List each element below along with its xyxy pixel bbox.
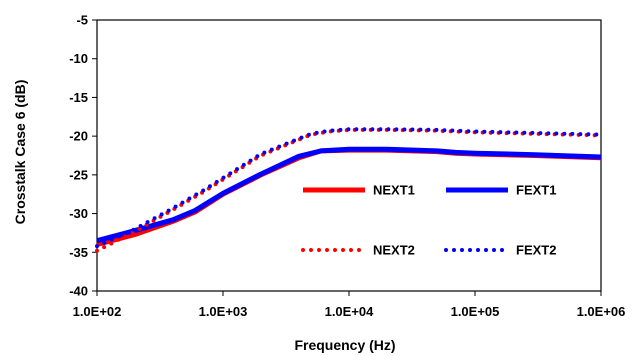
- series-line-fext2: [95, 127, 603, 249]
- legend-label-fext1: FEXT1: [516, 183, 556, 198]
- y-tick-label: -10: [69, 51, 88, 66]
- y-tick-label: -25: [69, 167, 88, 182]
- series-layer: [95, 127, 603, 253]
- y-tick-label: -30: [69, 206, 88, 221]
- legend-label-next1: NEXT1: [373, 183, 415, 198]
- y-tick-label: -5: [76, 13, 88, 28]
- legend-label-next2: NEXT2: [373, 243, 415, 258]
- y-tick-label: -15: [69, 90, 88, 105]
- legend-label-fext2: FEXT2: [516, 243, 556, 258]
- legend: NEXT1 FEXT1 NEXT2 FEXT2: [301, 183, 556, 258]
- y-axis-title: Crosstalk Case 6 (dB): [12, 80, 28, 225]
- series-line-fext1: [96, 146, 602, 244]
- x-axis-ticks: 1.0E+02 1.0E+03 1.0E+04 1.0E+05 1.0E+06: [73, 291, 626, 319]
- x-tick-label: 1.0E+04: [325, 304, 375, 319]
- y-tick-label: -20: [69, 129, 88, 144]
- y-tick-label: -35: [69, 245, 88, 260]
- y-tick-label: -40: [69, 284, 88, 299]
- x-tick-label: 1.0E+06: [577, 304, 626, 319]
- x-tick-label: 1.0E+02: [73, 304, 122, 319]
- y-axis-ticks: -5 -10 -15 -20 -25 -30 -35 -40: [69, 13, 97, 299]
- x-tick-label: 1.0E+05: [451, 304, 500, 319]
- x-tick-label: 1.0E+03: [199, 304, 248, 319]
- x-axis-title: Frequency (Hz): [294, 337, 395, 353]
